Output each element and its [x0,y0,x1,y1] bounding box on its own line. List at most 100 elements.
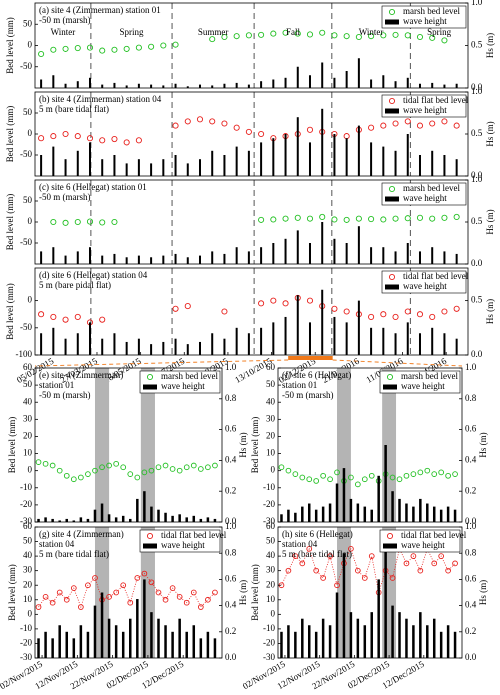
y2-tick-label: 0.2 [225,485,236,495]
y-tick-label: -30 [263,516,275,526]
wave-bar [455,253,458,264]
y-tick-label: -10 [20,482,32,492]
wave-bar [199,518,203,522]
wave-bar [308,142,311,176]
bed-level-point [148,579,155,586]
bed-level-point [169,585,176,591]
y-tick-label: 0 [28,40,33,50]
bed-level-point [368,472,375,479]
wave-bar [211,251,214,264]
bed-level-point [49,462,56,469]
legend-swatch [143,384,157,390]
wave-bar [328,503,332,522]
bed-level-point [424,467,431,474]
bed-level-point [438,553,445,559]
y-tick-label: -30 [20,652,32,662]
legend-box [139,529,221,553]
y2-axis-label: Hs (m) [238,432,248,457]
wave-bar [431,82,434,88]
y-axis-label: Bed level (mm) [250,417,260,473]
wave-bar [443,333,446,355]
y-tick-label: 0 [28,216,33,226]
y2-tick-label: 0.5 [471,40,483,50]
y-tick-label: 50 [23,107,33,117]
wave-bar [247,84,250,88]
wave-bar [301,618,304,658]
bed-level-point [113,589,120,596]
bed-level-point [127,471,134,477]
wave-bar [213,638,217,658]
wave-bar [174,338,177,355]
wave-bar [405,618,408,658]
wave-bar [88,247,91,264]
bed-level-point [85,582,91,589]
bed-level-point [368,553,375,559]
bed-level-point [62,316,69,323]
wave-bar [101,338,104,355]
bed-level-point [106,594,112,600]
wave-bar [86,518,90,522]
y2-axis-label: Hs (m) [485,299,495,324]
bed-level-point [285,567,292,574]
wave-bar [93,509,97,522]
panel-title: -50 m (marsh) [282,390,334,400]
panel-title: 5 m (bare tidal flat) [39,104,109,114]
y-tick-label: 10 [23,448,33,458]
bed-level-point [49,599,56,606]
wave-bar [308,322,311,355]
bed-level-point [416,311,424,318]
bed-level-point [343,33,350,40]
wave-bar [198,341,201,355]
bed-level-point [417,567,424,574]
wave-bar [143,579,146,658]
bed-level-point [209,36,216,43]
legend-swatch [383,384,397,390]
wave-bar [357,300,360,355]
wave-bar [100,503,104,522]
wave-bar [308,75,311,88]
wave-bar [37,638,40,658]
bed-level-point [361,575,368,581]
y2-tick-label: 0.6 [465,573,477,583]
wave-bar [125,341,128,355]
wave-bar [349,612,353,658]
wave-bar [284,238,287,264]
bed-level-point [331,216,338,223]
panel-title: station 01 [39,380,74,390]
wave-bar [382,146,385,176]
wave-bar [52,327,55,355]
wave-bar [419,612,422,658]
bed-level-point [74,218,81,226]
wave-bar [76,251,79,264]
wave-bar [333,77,336,88]
wave-bar [101,159,104,176]
wave-bar [328,625,332,658]
bed-level-point [306,31,314,38]
bed-level-point [270,297,277,304]
zoom-connector [332,359,463,367]
bed-level-point [99,316,106,323]
bed-level-point [416,33,424,41]
bed-level-point [389,575,396,581]
wave-bar [65,631,69,658]
season-label: Summer [198,27,229,37]
legend-label: tidal flat bed level [161,530,227,540]
panel-title: (f) site 6 (Hellegat) [282,370,351,380]
y-tick-label: 0 [28,608,33,618]
bed-level-point [348,545,354,552]
bed-level-point [282,29,289,36]
bed-level-point [205,596,211,603]
y2-tick-label: 0.0 [225,652,237,662]
wave-bar [72,638,76,658]
bed-level-point [285,467,292,474]
wave-bar [211,333,214,355]
wave-bar [431,150,434,176]
y2-tick-label: 0.8 [465,547,477,557]
wave-bar [321,108,324,176]
wave-bar [51,518,54,522]
y-tick-label: -50 [20,149,32,159]
bed-level-point [183,464,190,471]
season-label: Spring [427,27,452,37]
bed-level-point [438,469,445,476]
panel: -30 -20 -10 0 10 20 30 40 50 60 0.0 0.2 0.4 0.6 0.8 1.0… [7,362,248,526]
